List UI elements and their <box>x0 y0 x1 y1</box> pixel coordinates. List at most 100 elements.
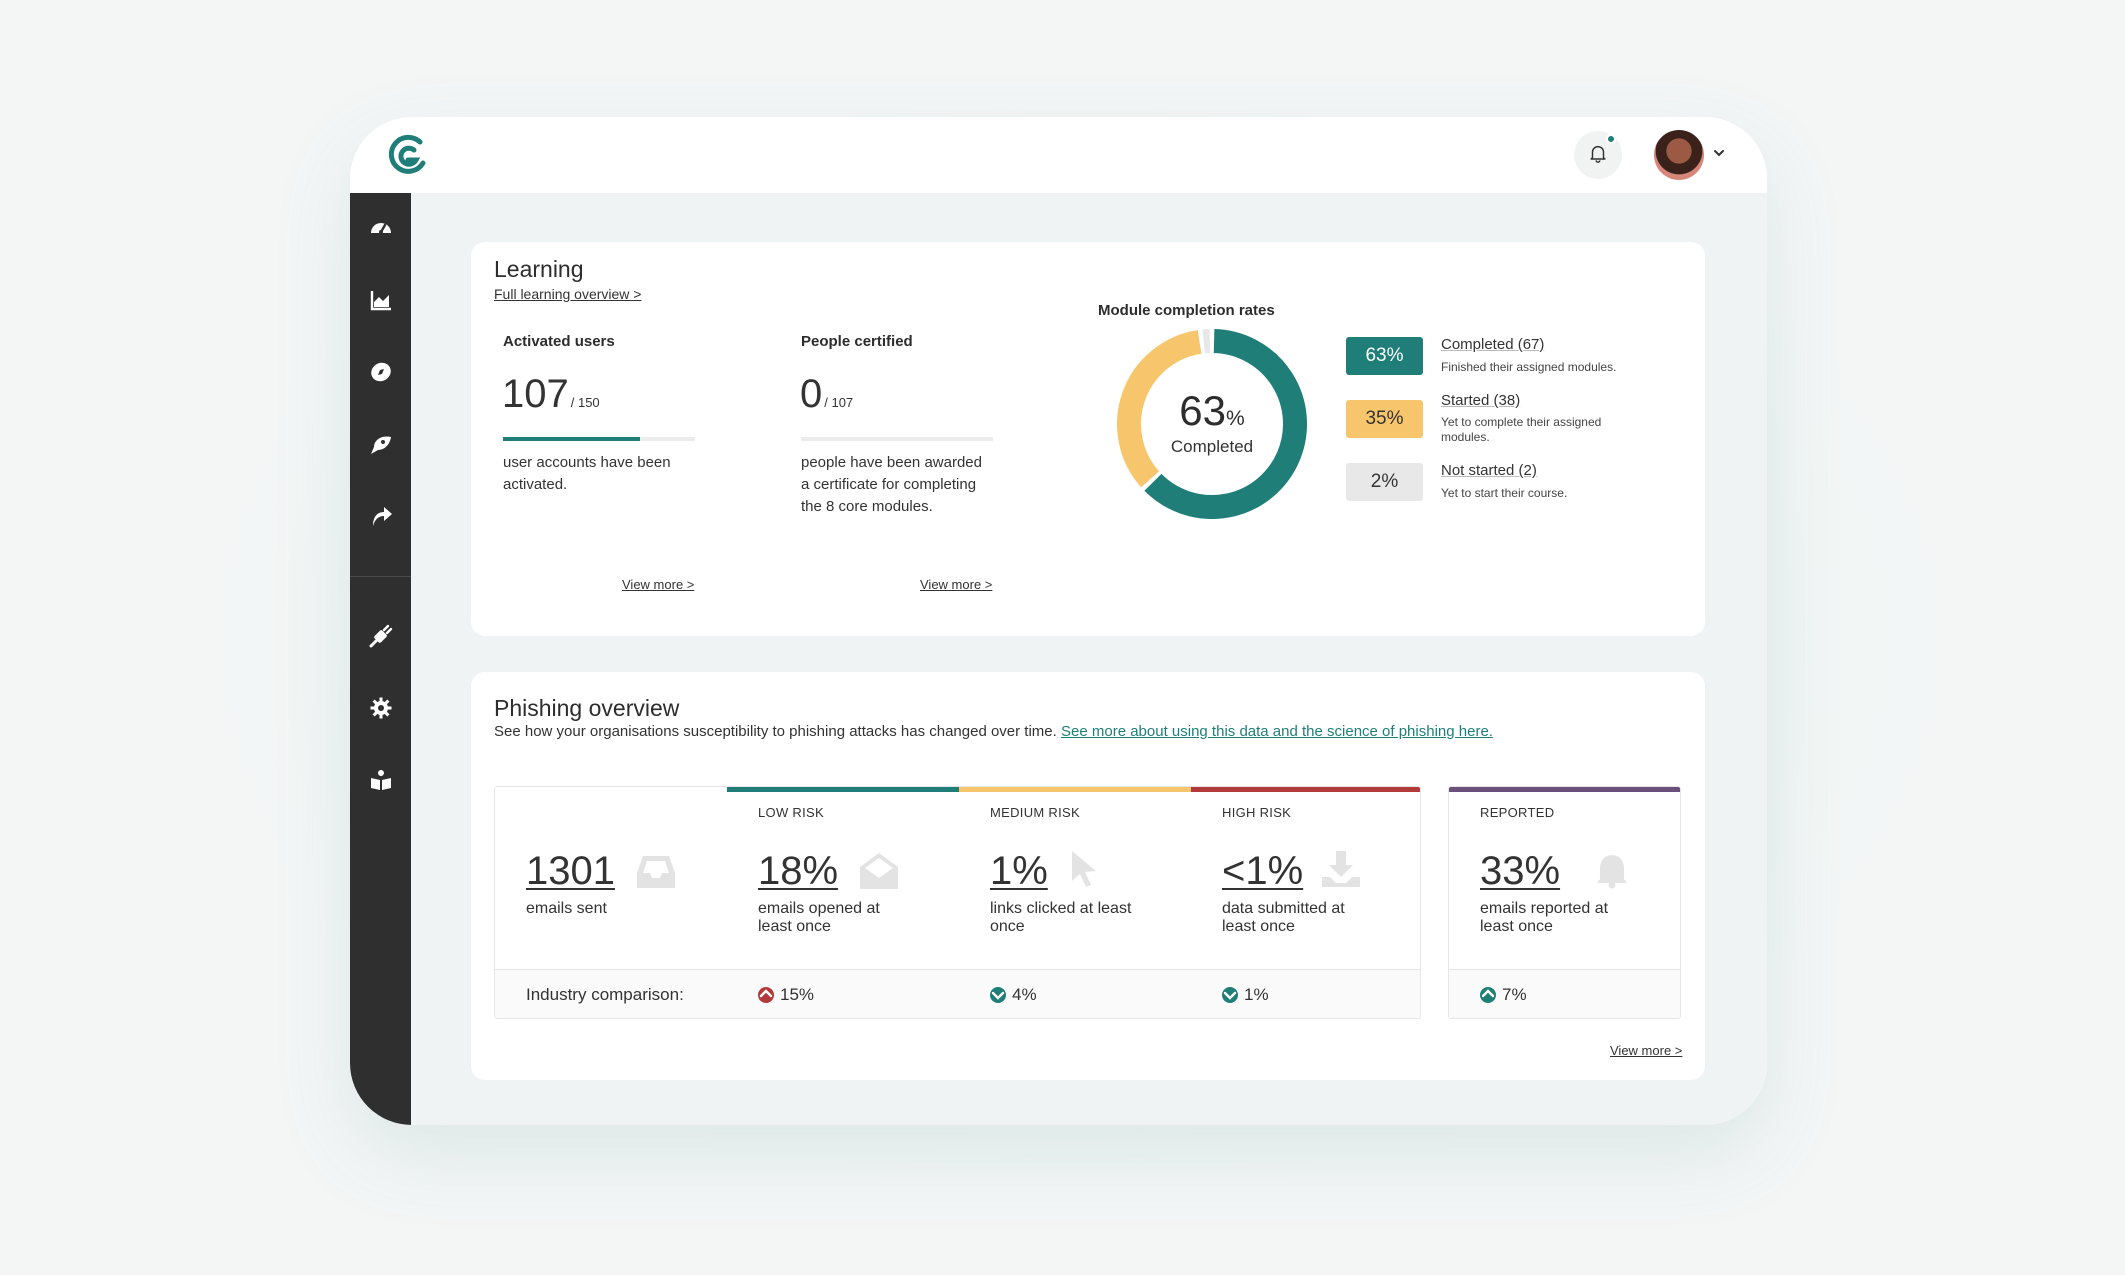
user-avatar[interactable] <box>1654 130 1704 180</box>
legend-desc-started: Yet to complete their assigned modules. <box>1441 415 1602 444</box>
high-risk-label: HIGH RISK <box>1222 805 1292 820</box>
legend-badge-not-started: 2% <box>1346 463 1423 501</box>
phishing-subtitle: See how your organisations susceptibilit… <box>494 723 1493 740</box>
activated-users-count: 107 <box>502 372 569 416</box>
settings-icon[interactable] <box>368 695 394 721</box>
inbox-icon <box>635 853 677 896</box>
book-icon[interactable] <box>368 767 394 793</box>
description-line: links clicked at least <box>990 900 1132 917</box>
activated-users-description: user accounts have been activated. <box>503 452 671 496</box>
activated-users-total: / 150 <box>570 395 600 410</box>
comparison-value: 4% <box>1012 985 1037 1004</box>
high-risk-bar <box>1191 787 1420 792</box>
legend-name-completed[interactable]: Completed (67) <box>1441 336 1545 353</box>
envelope-open-icon <box>858 851 900 896</box>
donut-center-value: 63% <box>1117 387 1307 435</box>
compass-icon[interactable] <box>368 359 394 385</box>
donut-segment-started <box>1117 330 1202 488</box>
legend-badge-started: 35% <box>1346 400 1423 438</box>
activated-view-more-link[interactable]: View more > <box>622 577 695 592</box>
people-certified-count: 0 <box>800 372 823 416</box>
description-line: user accounts have been <box>503 454 671 471</box>
medium-risk-label: MEDIUM RISK <box>990 805 1080 820</box>
description-line: the 8 core modules. <box>801 498 933 515</box>
phishing-science-link[interactable]: See more about using this data and the s… <box>1061 723 1493 740</box>
phishing-stats-box: 1301 emails sent LOW RISK 18% emails ope… <box>494 786 1421 1019</box>
notifications-button[interactable] <box>1574 131 1622 179</box>
chevron-down-icon[interactable] <box>1712 146 1726 165</box>
sidebar-divider <box>350 576 411 577</box>
full-learning-overview-link[interactable]: Full learning overview > <box>494 286 642 302</box>
comparison-arrow-icon <box>1222 987 1238 1003</box>
industry-comparison-label: Industry comparison: <box>526 985 684 1004</box>
legend-desc-not-started: Yet to start their course. <box>1441 486 1568 500</box>
completion-donut-chart: 63% Completed <box>1117 329 1307 524</box>
low-risk-label: LOW RISK <box>758 805 824 820</box>
description-line: data submitted at <box>1222 900 1345 917</box>
certified-view-more-link[interactable]: View more > <box>920 577 993 592</box>
bell-icon <box>1595 849 1629 894</box>
people-certified-description: people have been awarded a certificate f… <box>801 452 982 518</box>
industry-comparison-row: Industry comparison: 15% 4% 1% <box>495 969 1420 1018</box>
people-certified-label: People certified <box>801 333 913 350</box>
comparison-value: 7% <box>1502 985 1527 1004</box>
people-certified-total: / 107 <box>824 395 854 410</box>
learning-title: Learning <box>494 256 584 282</box>
data-submitted-desc: data submitted at least once <box>1222 900 1345 936</box>
links-clicked-desc: links clicked at least once <box>990 900 1131 936</box>
people-certified-progress <box>801 437 993 441</box>
description-line: a certificate for completing <box>801 476 977 493</box>
main-content: Learning Full learning overview > Activa… <box>411 193 1767 1125</box>
description-line: activated. <box>503 476 568 493</box>
legend-name-started[interactable]: Started (38) <box>1441 392 1521 409</box>
reported-comparison-row: 7% <box>1449 969 1680 1018</box>
high-risk-comparison: 1% <box>1222 985 1269 1005</box>
phishing-card: Phishing overview See how your organisat… <box>471 672 1705 1080</box>
data-submitted-value[interactable]: <1% <box>1222 849 1304 893</box>
donut-center-caption: Completed <box>1170 437 1254 456</box>
app-window: Learning Full learning overview > Activa… <box>350 117 1767 1125</box>
description-line: emails reported at <box>1480 900 1609 917</box>
comparison-value: 1% <box>1244 985 1269 1004</box>
sidebar <box>350 193 411 1125</box>
donut-center-unit: % <box>1226 407 1245 430</box>
emails-reported-value[interactable]: 33% <box>1480 849 1561 893</box>
emails-reported-desc: emails reported at least once <box>1480 900 1608 936</box>
comparison-arrow-icon <box>990 987 1006 1003</box>
plug-icon[interactable] <box>368 623 394 649</box>
chart-icon[interactable] <box>368 287 394 313</box>
low-risk-bar <box>727 787 959 792</box>
emails-sent-value[interactable]: 1301 <box>526 849 615 893</box>
bell-icon <box>1587 142 1609 169</box>
share-arrow-icon[interactable] <box>368 503 394 529</box>
description-line: least once <box>1480 918 1553 935</box>
comparison-arrow-icon <box>1480 987 1496 1003</box>
activated-users-progress <box>503 437 695 441</box>
comparison-value: 15% <box>780 985 815 1004</box>
company-logo[interactable] <box>386 133 430 177</box>
phishing-hook-icon[interactable] <box>368 431 394 457</box>
donut-svg <box>1117 329 1307 519</box>
legend-name-not-started[interactable]: Not started (2) <box>1441 462 1537 479</box>
emails-opened-value[interactable]: 18% <box>758 849 839 893</box>
dashboard-icon[interactable] <box>368 215 394 241</box>
notification-badge <box>1606 134 1616 144</box>
description-line: least once <box>1222 918 1295 935</box>
activated-users-value: 107/ 150 <box>502 372 600 417</box>
description-line: least once <box>758 918 831 935</box>
reported-stats-box: REPORTED 33% emails reported at least on… <box>1448 786 1681 1019</box>
activated-users-label: Activated users <box>503 333 615 350</box>
description-line: once <box>990 918 1025 935</box>
people-certified-value: 0/ 107 <box>800 372 853 417</box>
comparison-arrow-icon <box>758 987 774 1003</box>
links-clicked-value[interactable]: 1% <box>990 849 1048 893</box>
phishing-view-more-link[interactable]: View more > <box>1610 1043 1683 1058</box>
module-completion-title: Module completion rates <box>1098 302 1275 319</box>
cursor-icon <box>1069 849 1099 894</box>
legend-badge-completed: 63% <box>1346 337 1423 375</box>
emails-sent-desc: emails sent <box>526 900 607 917</box>
medium-risk-bar <box>959 787 1191 792</box>
phishing-title: Phishing overview <box>494 695 680 721</box>
medium-risk-comparison: 4% <box>990 985 1037 1005</box>
emails-opened-desc: emails opened at least once <box>758 900 880 936</box>
